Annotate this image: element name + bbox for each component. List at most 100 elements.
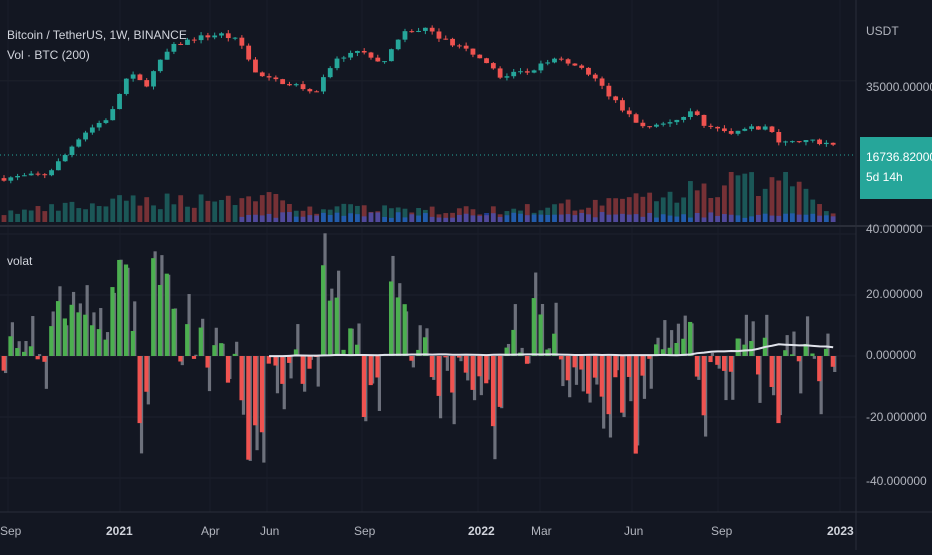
volume-ma-bar [335,213,340,222]
volat-bar [56,301,60,356]
volume-ma-bar [389,218,394,222]
volume-ma-bar [403,217,408,222]
volat-bar [620,356,624,413]
volume-bar [158,209,163,222]
candle-body [797,141,802,142]
time-tick-label: Sep [711,524,732,538]
candle-body [450,39,455,46]
candle-body [518,71,523,72]
candle-body [172,44,177,52]
symbol-title[interactable]: Bitcoin / TetherUS, 1W, BINANCE [7,28,187,42]
candle-body [219,33,224,35]
volat-bar [29,346,33,356]
candle-body [532,70,537,72]
volume-ma-bar [260,215,265,222]
candle-body [321,77,326,91]
candle-body [776,132,781,142]
candle-body [729,131,734,134]
candle-body [457,45,462,46]
candle-body [83,133,88,140]
volume-indicator-label[interactable]: Vol · BTC (200) [7,48,90,62]
volume-ma-bar [430,217,435,222]
volume-bar [736,175,741,222]
volat-bar [253,356,257,425]
candle-body [566,59,571,63]
volume-ma-bar [409,214,414,222]
volume-ma-bar [668,216,673,222]
candle-body [199,35,204,40]
candle-body [661,124,666,125]
candle-body [369,52,374,57]
volume-ma-bar [736,215,741,222]
volat-bar [810,353,814,356]
volat-bar [90,325,94,356]
volat-bar [457,356,461,358]
volume-bar [185,207,190,222]
volat-bar [8,336,12,356]
volat-bar [83,315,87,356]
volume-ma-bar [817,216,822,222]
candle-body [335,59,340,69]
volume-bar [63,203,68,222]
candle-body [110,109,115,120]
candle-body [620,100,625,110]
candle-body [56,161,61,170]
candle-body [702,115,707,126]
candle-body [749,126,754,129]
candle-body [831,143,836,145]
candle-body [70,147,75,155]
candle-body [770,127,775,133]
volume-ma-bar [674,217,679,222]
candle-body [144,80,149,86]
candle-body [273,77,278,79]
volume-ma-bar [450,218,455,222]
candle-body [423,28,428,31]
volat-bar [539,314,543,356]
volume-ma-bar [661,214,666,222]
volat-bar [572,356,576,367]
volume-ma-bar [797,215,802,222]
volat-tick-label: -20.000000 [866,410,927,424]
candle-body [2,178,7,181]
volat-bar [97,329,101,356]
candle-body [498,68,503,77]
candle-body [409,31,414,32]
candle-body [389,49,394,61]
volat-bar [722,356,726,371]
volat-bar [756,356,760,374]
candle-body [29,174,34,176]
candle-body [22,175,27,176]
candle-body [471,49,476,55]
volat-bar [824,349,828,356]
volume-ma-bar [267,214,272,222]
volume-bar [688,181,693,222]
volat-bar [708,356,712,362]
volat-bar [409,356,413,361]
candle-body [511,72,516,76]
volume-bar [70,202,75,222]
volat-shadow-bar [711,353,714,356]
volume-bar [8,210,13,222]
volat-indicator-label[interactable]: volat [7,254,32,268]
candle-body [525,71,530,72]
volat-bar [477,356,481,376]
candle-body [294,84,299,85]
volat-bar [335,298,339,356]
volume-bar [22,210,27,222]
candle-body [715,127,720,129]
last-price-tag: 16736.820000 5d 14h [860,137,932,199]
volume-bar [212,202,217,222]
volume-bar [83,209,88,222]
candle-body [280,79,285,84]
volat-bar [688,322,692,356]
volume-ma-bar [695,213,700,222]
volat-bar [165,274,169,356]
time-tick-label: Apr [201,524,220,538]
candle-body [76,139,81,146]
volat-bar [36,356,40,359]
candle-body [681,117,686,120]
candle-body [314,91,319,92]
volume-ma-bar [471,215,476,222]
